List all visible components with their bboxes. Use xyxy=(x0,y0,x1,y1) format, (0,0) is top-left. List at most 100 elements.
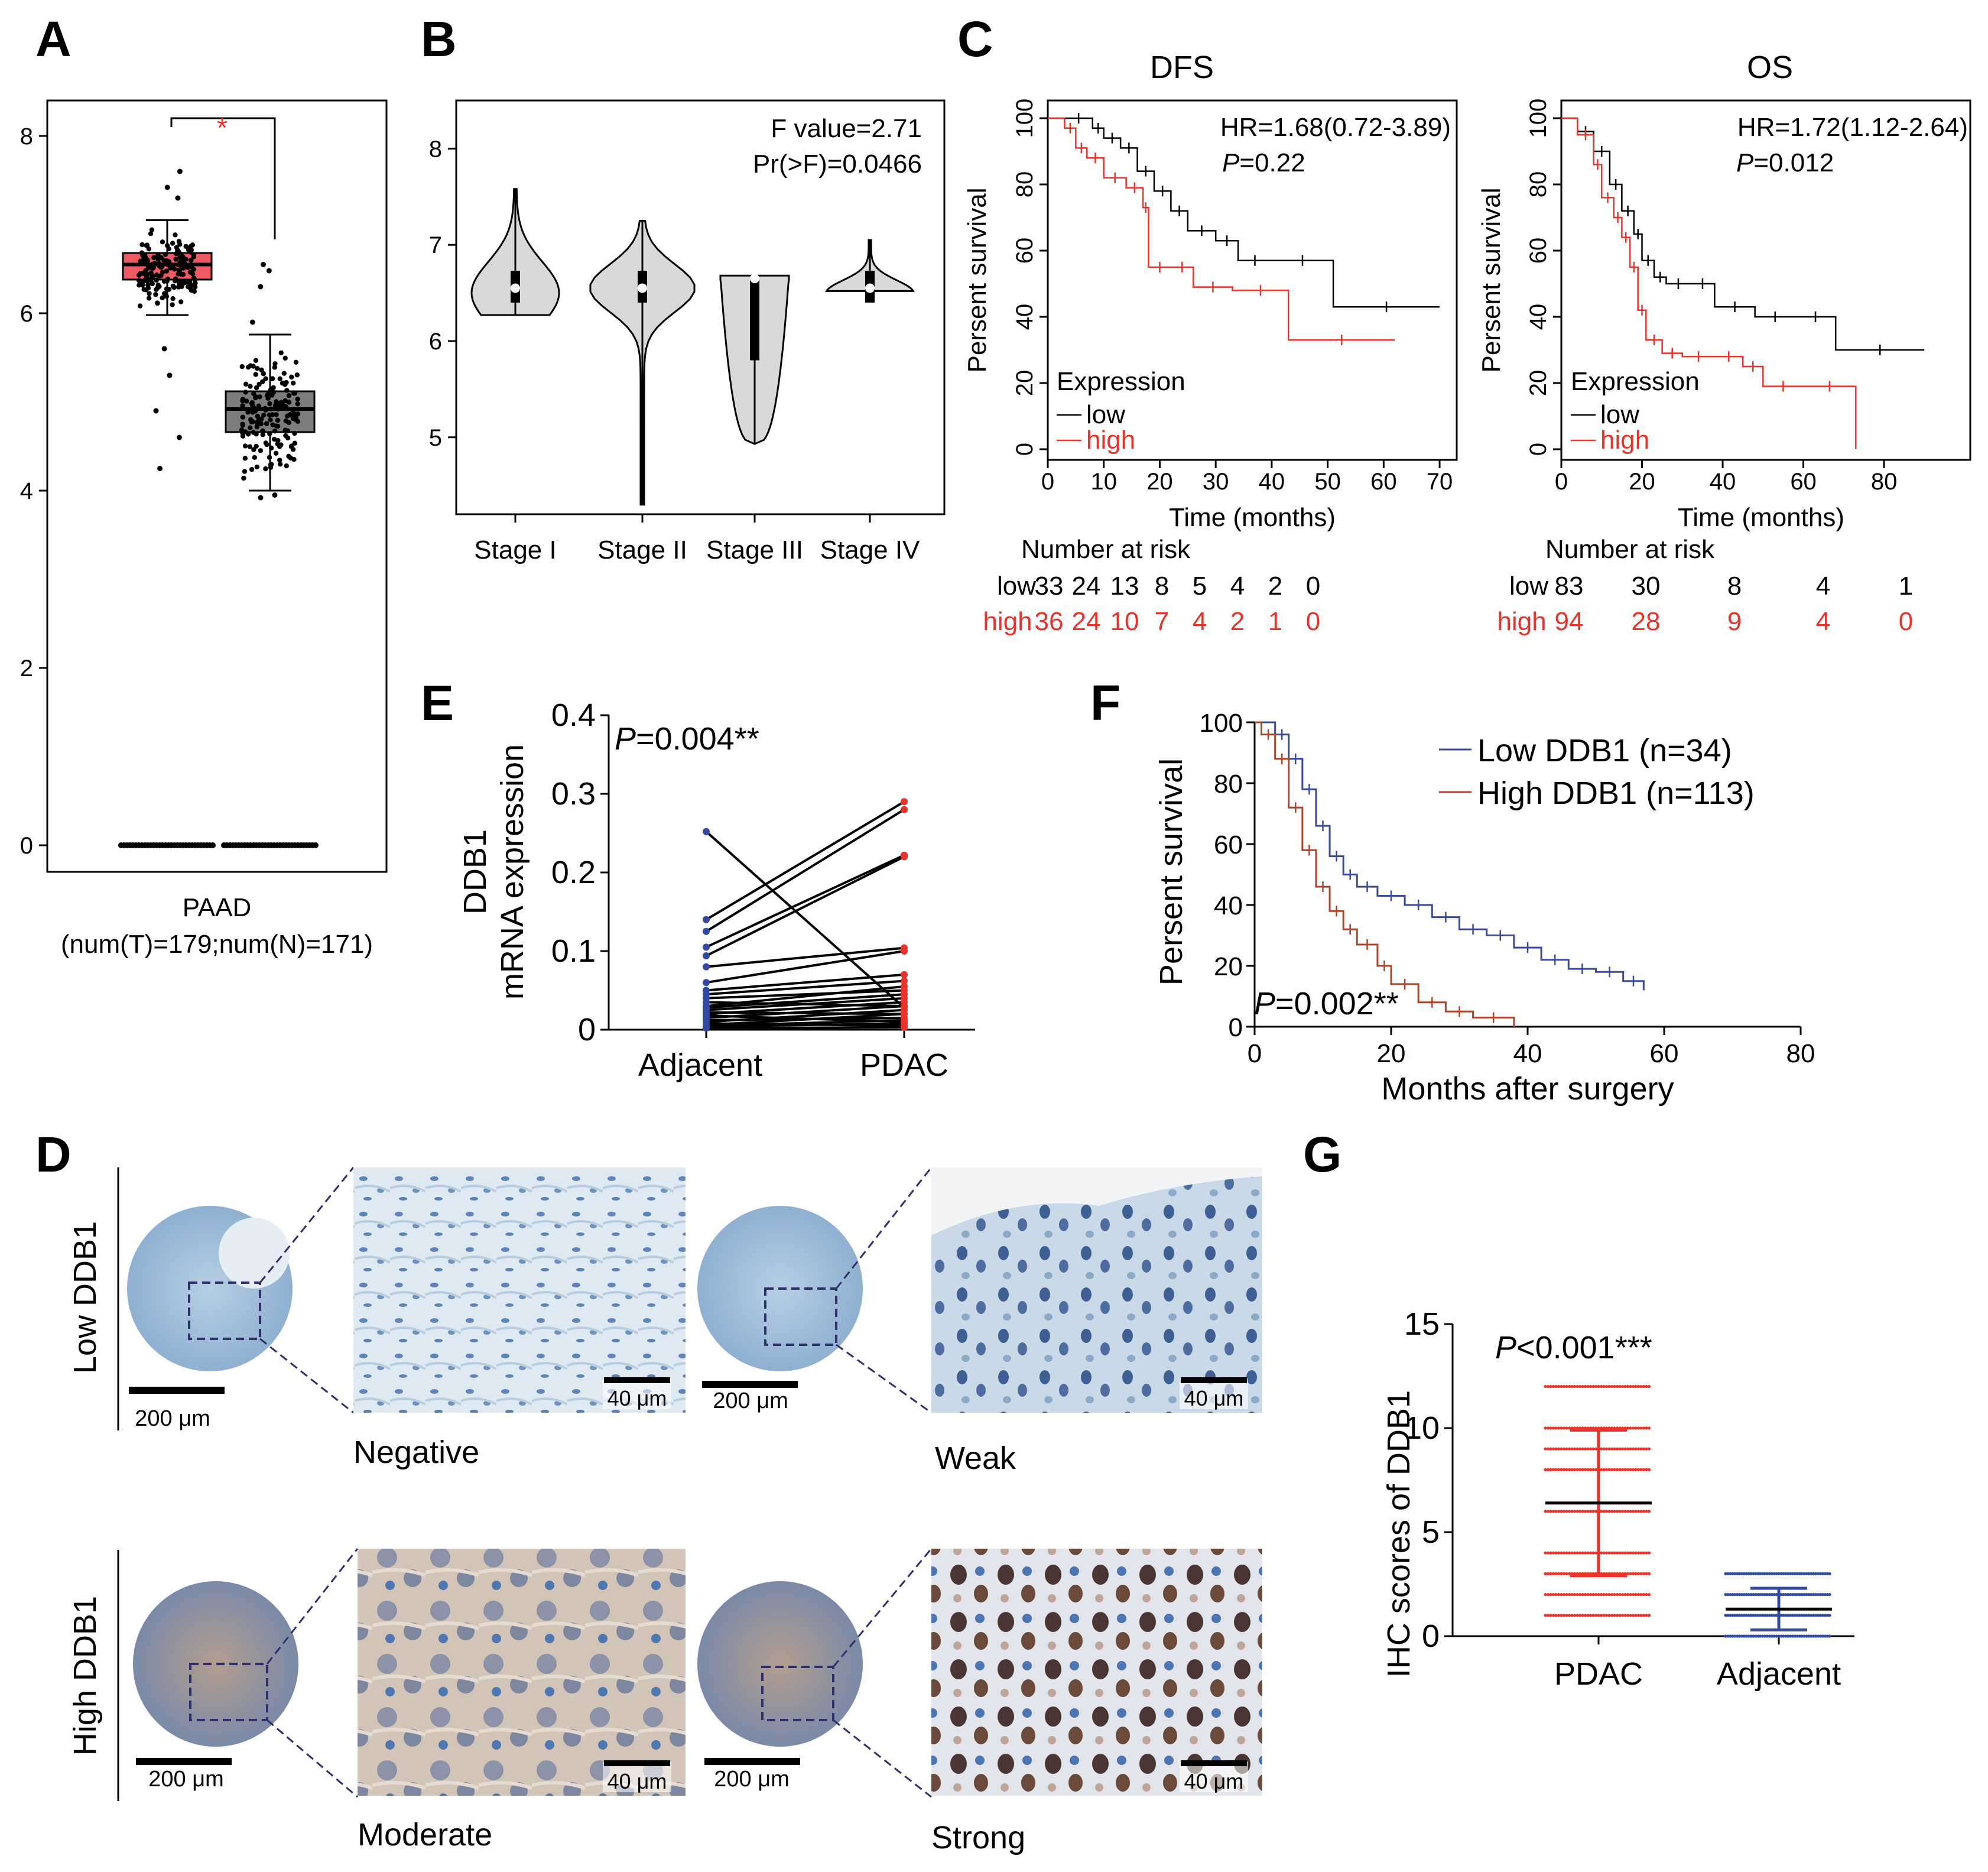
ihc-score-point xyxy=(1772,1614,1776,1617)
ihc-score-point xyxy=(1551,1614,1555,1617)
ihc-score-point xyxy=(1557,1385,1561,1388)
ihc-score-point xyxy=(1570,1468,1574,1471)
ihc-score-point xyxy=(1562,1426,1566,1430)
paired-line xyxy=(705,830,905,1009)
sample-point xyxy=(291,391,297,396)
risk-count: 2 xyxy=(1268,572,1282,601)
ihc-score-point xyxy=(1629,1426,1632,1430)
ihc-score-point xyxy=(1645,1572,1648,1575)
b-ytick-label: 5 xyxy=(429,425,442,451)
ihc-score-point xyxy=(1814,1593,1818,1597)
ihc-score-point xyxy=(1623,1447,1627,1451)
dfs-title: DFS xyxy=(1150,50,1214,85)
risk-count: 7 xyxy=(1155,607,1169,636)
ihc-score-point xyxy=(1629,1572,1632,1575)
dfs-p-label: P xyxy=(1222,148,1240,177)
os-ytick-label: 80 xyxy=(1525,171,1551,198)
ihc-score-point xyxy=(1602,1447,1606,1451)
ihc-score-point xyxy=(1554,1426,1558,1430)
ihc-score-point xyxy=(1613,1510,1616,1513)
outlier-point xyxy=(167,372,173,378)
ihc-score-point xyxy=(1756,1634,1760,1638)
zoom-box-weak xyxy=(764,1287,837,1346)
sample-point xyxy=(292,440,298,446)
sample-point xyxy=(286,400,292,405)
os-ytick-label: 100 xyxy=(1525,99,1551,138)
ihc-score-point xyxy=(1576,1593,1579,1597)
zoom-line-moderate-top xyxy=(266,1548,359,1665)
ihc-score-point xyxy=(1807,1634,1811,1638)
ihc-score-point xyxy=(1647,1510,1651,1513)
ihc-score-point xyxy=(1549,1468,1552,1471)
ihc-score-point xyxy=(1565,1510,1568,1513)
sample-point xyxy=(170,302,175,307)
dfs-xtick-label: 10 xyxy=(1090,469,1117,495)
pdac-point xyxy=(901,948,908,955)
sample-point xyxy=(176,278,182,284)
ihc-score-point xyxy=(1772,1634,1776,1638)
sample-point xyxy=(164,286,170,292)
panel-e-ylabel-gene: DDB1 xyxy=(457,829,493,914)
ihc-score-point xyxy=(1599,1510,1603,1513)
sample-point xyxy=(245,410,251,415)
ihc-score-point xyxy=(1615,1510,1619,1513)
ihc-score-point xyxy=(1752,1634,1755,1638)
ihc-score-point xyxy=(1629,1614,1632,1617)
ihc-score-point xyxy=(1818,1634,1823,1638)
sample-point xyxy=(170,241,176,246)
sample-point xyxy=(277,462,283,467)
sample-point xyxy=(241,475,246,481)
ihc-score-point xyxy=(1634,1551,1638,1555)
paired-line xyxy=(706,950,905,984)
ihc-score-point xyxy=(1554,1447,1558,1451)
sample-point xyxy=(286,453,291,459)
ihc-score-point xyxy=(1793,1614,1797,1617)
ihc-score-point xyxy=(1607,1593,1611,1597)
dfs-axes-frame xyxy=(1047,99,1458,461)
sample-point xyxy=(137,272,142,278)
a-ytick-label: 0 xyxy=(20,833,33,859)
sample-point xyxy=(239,427,245,433)
sample-point xyxy=(272,429,278,434)
ihc-score-point xyxy=(1554,1593,1558,1597)
ihc-score-point xyxy=(1795,1593,1799,1597)
e-ytick-label: 0.1 xyxy=(551,933,596,969)
ihc-score-point xyxy=(1560,1426,1563,1430)
sample-point xyxy=(261,371,267,377)
sample-point xyxy=(192,284,198,290)
sample-point xyxy=(139,242,145,248)
ihc-score-point xyxy=(1604,1510,1609,1513)
ihc-score-point xyxy=(1749,1593,1753,1597)
ihc-score-point xyxy=(1634,1468,1638,1471)
ihc-score-point xyxy=(1816,1614,1820,1617)
ihc-score-point xyxy=(1583,1614,1587,1617)
zoom-line-moderate-bottom xyxy=(267,1719,358,1798)
scale-bg-40-negative xyxy=(603,1378,671,1409)
ihc-score-point xyxy=(1549,1551,1552,1555)
ihc-score-point xyxy=(1602,1385,1606,1388)
scale-label-200-negative: 200 μm xyxy=(135,1406,210,1431)
sample-point xyxy=(240,397,246,402)
ihc-score-point xyxy=(1634,1572,1638,1575)
risk-count: 5 xyxy=(1193,572,1207,601)
sample-point xyxy=(242,456,248,461)
sample-point xyxy=(283,433,288,439)
os-ytick-label: 0 xyxy=(1525,443,1551,456)
ihc-score-point xyxy=(1560,1385,1563,1388)
outlier-point xyxy=(272,492,278,498)
ihc-score-point xyxy=(1795,1634,1799,1638)
ihc-score-point xyxy=(1581,1468,1584,1471)
risk-count: 30 xyxy=(1632,572,1661,601)
ihc-score-point xyxy=(1735,1634,1739,1638)
ihc-score-point xyxy=(1578,1385,1582,1388)
pdac-point xyxy=(901,798,908,806)
ihc-score-point xyxy=(1784,1572,1788,1575)
violin-iqr xyxy=(750,278,759,361)
ihc-score-point xyxy=(1645,1551,1648,1555)
sample-point xyxy=(284,463,289,469)
sample-point xyxy=(248,384,253,389)
ihc-score-point xyxy=(1724,1572,1727,1575)
ihc-score-point xyxy=(1631,1447,1635,1451)
zoom-line-negative-top xyxy=(259,1167,355,1283)
violin-1 xyxy=(470,188,560,316)
